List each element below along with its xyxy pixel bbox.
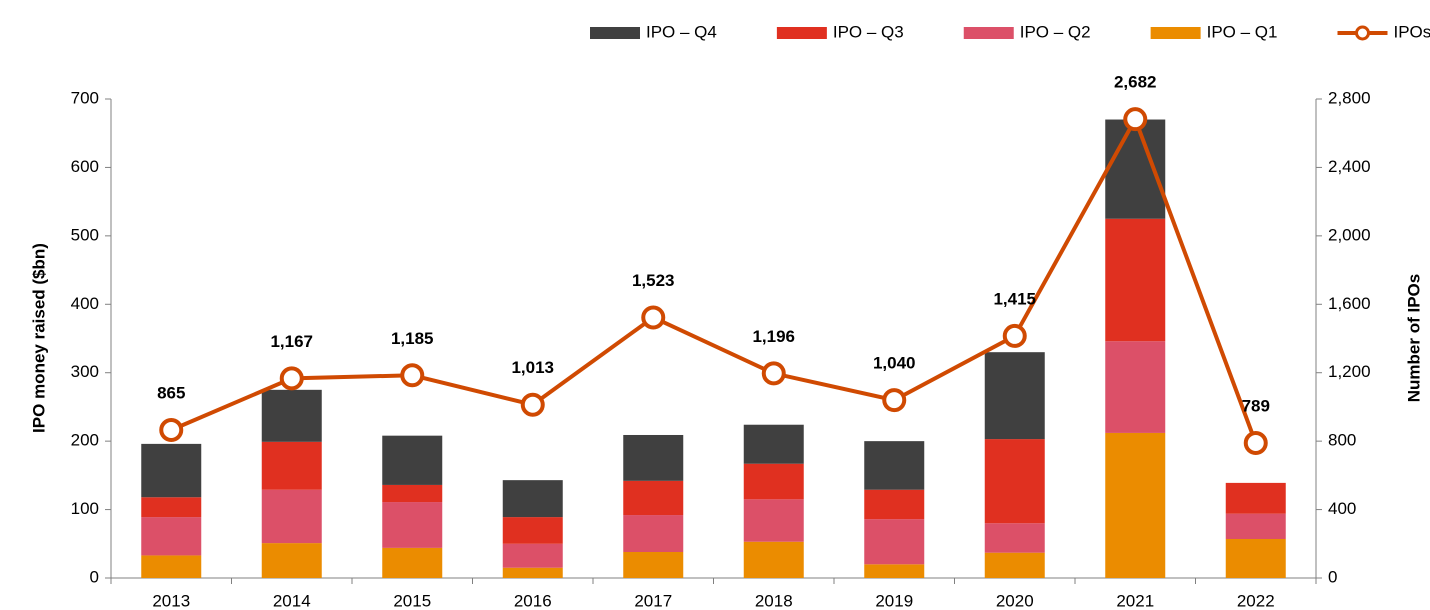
data-label: 1,185: [391, 329, 434, 348]
data-label: 1,415: [993, 289, 1036, 308]
x-tick-label: 2014: [273, 591, 311, 610]
y2-tick-label: 2,400: [1328, 157, 1371, 176]
y2-tick-label: 400: [1328, 499, 1356, 518]
x-tick-label: 2020: [996, 591, 1034, 610]
x-tick-label: 2016: [514, 591, 552, 610]
bar-segment: [1225, 538, 1286, 578]
y2-tick-label: 2,800: [1328, 88, 1371, 107]
bar-segment: [984, 552, 1045, 578]
legend-marker: [1355, 25, 1370, 41]
y2-tick-label: 1,200: [1328, 362, 1371, 381]
data-label: 865: [157, 384, 185, 403]
y2-tick-label: 0: [1328, 567, 1337, 586]
line: [170, 114, 1258, 444]
bar-segment: [743, 499, 804, 542]
bar-segment: [261, 389, 322, 442]
y-tick-label: 200: [71, 431, 99, 450]
line-marker: [761, 361, 786, 386]
y-tick-label: 400: [71, 294, 99, 313]
legend-label: IPO – Q1: [1207, 22, 1278, 41]
bar-segment: [623, 480, 684, 516]
bar-segment: [864, 564, 925, 578]
y2-tick-label: 800: [1328, 431, 1356, 450]
data-label: 1,196: [752, 327, 795, 346]
line-marker: [400, 363, 425, 388]
bar-segment: [502, 543, 563, 568]
line-marker: [882, 388, 907, 413]
bar-segment: [623, 515, 684, 552]
bar-segment: [1105, 432, 1166, 578]
data-label: 1,040: [873, 354, 916, 373]
y2-axis-label: Number of IPOs: [1404, 274, 1423, 402]
bar-segment: [623, 434, 684, 481]
data-label: 1,013: [511, 358, 554, 377]
bar-segment: [382, 484, 443, 503]
data-label: 1,167: [270, 332, 313, 351]
y-tick-label: 100: [71, 499, 99, 518]
y-axis-label: IPO money raised ($bn): [29, 243, 48, 433]
bar-segment: [743, 541, 804, 578]
bar-segment: [141, 555, 202, 578]
x-tick-label: 2013: [152, 591, 190, 610]
legend-label: IPO – Q3: [833, 22, 904, 41]
line-marker: [279, 366, 304, 391]
bar-segment: [1225, 513, 1286, 539]
x-tick-label: 2018: [755, 591, 793, 610]
data-label: 1,523: [632, 271, 675, 290]
bar-segment: [1105, 119, 1166, 219]
line-marker: [1123, 107, 1148, 132]
y-tick-label: 600: [71, 157, 99, 176]
bar-segment: [864, 441, 925, 490]
line-marker: [520, 392, 545, 417]
y-tick-label: 300: [71, 362, 99, 381]
bar-segment: [141, 497, 202, 518]
line-marker: [1002, 323, 1027, 348]
bar-segment: [984, 523, 1045, 553]
bar-segment: [261, 489, 322, 544]
y2-tick-label: 2,000: [1328, 225, 1371, 244]
bar-segment: [984, 439, 1045, 524]
x-tick-label: 2022: [1237, 591, 1275, 610]
bar-segment: [382, 435, 443, 485]
legend-label: IPO – Q4: [646, 22, 717, 41]
line-marker: [641, 305, 666, 330]
bar-segment: [743, 424, 804, 464]
legend-swatch: [590, 27, 640, 39]
legend-label: IPO – Q2: [1020, 22, 1091, 41]
legend-swatch: [963, 27, 1014, 39]
x-tick-label: 2017: [634, 591, 672, 610]
bar-segment: [623, 551, 684, 578]
data-label: 2,682: [1114, 73, 1157, 92]
legend-swatch: [1150, 27, 1201, 39]
bar-segment: [1105, 218, 1166, 342]
bar-segment: [261, 543, 322, 578]
bar-segment: [261, 441, 322, 490]
bar-segment: [141, 517, 202, 556]
line-marker: [1243, 431, 1268, 456]
legend-swatch: [776, 27, 827, 39]
bar-segment: [864, 519, 925, 565]
bar-segment: [382, 502, 443, 548]
x-tick-label: 2015: [393, 591, 431, 610]
bar-segment: [382, 547, 443, 578]
legend-label: IPOs: [1394, 22, 1430, 41]
data-label: 789: [1242, 397, 1270, 416]
bar-segment: [502, 517, 563, 544]
x-tick-label: 2019: [875, 591, 913, 610]
bar-segment: [502, 567, 563, 578]
x-tick-label: 2021: [1116, 591, 1154, 610]
bar-segment: [502, 480, 563, 518]
y2-tick-label: 1,600: [1328, 294, 1371, 313]
line-marker: [159, 418, 184, 443]
y-tick-label: 700: [71, 88, 99, 107]
bar-segment: [1105, 341, 1166, 433]
y-tick-label: 0: [90, 567, 99, 586]
y-tick-label: 500: [71, 225, 99, 244]
bar-segment: [743, 463, 804, 500]
bar-segment: [1225, 482, 1286, 514]
bar-segment: [864, 489, 925, 520]
bar-segment: [141, 443, 202, 498]
bar-segment: [984, 352, 1045, 440]
